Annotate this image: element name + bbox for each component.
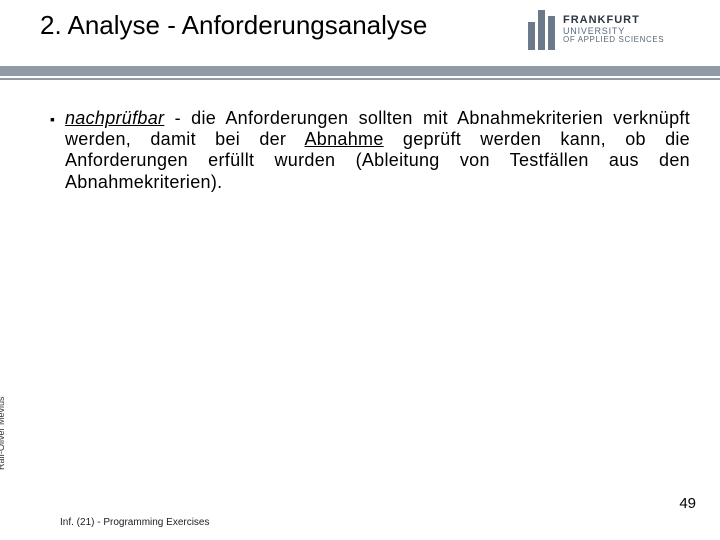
- header-divider: [0, 66, 720, 80]
- slide: 2. Analyse - Anforderungsanalyse FRANKFU…: [0, 0, 720, 540]
- logo-bars-icon: [528, 10, 555, 50]
- page-number: 49: [679, 495, 696, 512]
- author-vertical: Ralf-Oliver Mevius: [0, 396, 6, 470]
- logo-line3: OF APPLIED SCIENCES: [563, 36, 664, 44]
- term-nachpruefbar: nachprüfbar: [65, 108, 164, 128]
- content-area: ▪ nachprüfbar - die Anforderungen sollte…: [50, 108, 690, 193]
- bullet-item: ▪ nachprüfbar - die Anforderungen sollte…: [50, 108, 690, 193]
- bullet-text: nachprüfbar - die Anforderungen sollten …: [65, 108, 690, 193]
- bullet-marker-icon: ▪: [50, 111, 55, 193]
- term-abnahme: Abnahme: [305, 129, 384, 149]
- university-logo: FRANKFURT UNIVERSITY OF APPLIED SCIENCES: [528, 2, 708, 58]
- logo-text: FRANKFURT UNIVERSITY OF APPLIED SCIENCES: [563, 15, 664, 44]
- slide-title: 2. Analyse - Anforderungsanalyse: [40, 10, 427, 41]
- header: 2. Analyse - Anforderungsanalyse FRANKFU…: [0, 0, 720, 66]
- footer-text: Inf. (21) - Programming Exercises: [60, 517, 210, 528]
